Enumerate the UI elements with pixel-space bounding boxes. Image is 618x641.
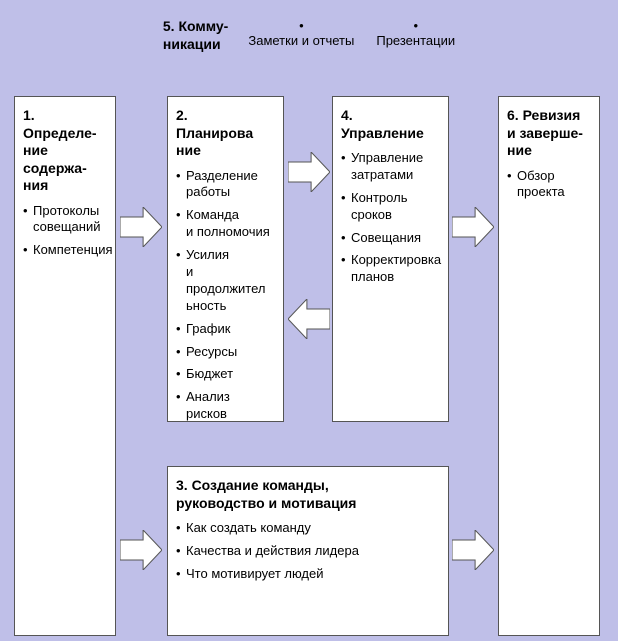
list-item: Что мотивирует людей — [176, 566, 440, 583]
list-item: Команда и полномочия — [176, 207, 275, 241]
top-title: 5. Комму- никации — [163, 18, 228, 53]
top-bullet-presentations: Презентации — [376, 18, 455, 50]
box-items: Обзор проекта — [507, 168, 591, 202]
list-item: Управление затратами — [341, 150, 440, 184]
box-revision: 6. Ревизия и заверше- ние Обзор проекта — [498, 96, 600, 636]
box-team-building: 3. Создание команды, руководство и мотив… — [167, 466, 449, 636]
box-items: Протоколы совещаний Компетенция — [23, 203, 107, 260]
list-item: Качества и действия лидера — [176, 543, 440, 560]
arrow-box1-to-box2 — [120, 207, 162, 247]
list-item: Корректировка планов — [341, 252, 440, 286]
box-items: Как создать команду Качества и действия … — [176, 520, 440, 583]
box-title: 2. Планирова ние — [176, 107, 275, 160]
top-row: 5. Комму- никации Заметки и отчеты Презе… — [0, 18, 618, 53]
box-content-definition: 1. Определе- ние содержа- ния Протоколы … — [14, 96, 116, 636]
list-item: Компетенция — [23, 242, 107, 259]
list-item: Анализ рисков — [176, 389, 275, 423]
arrow-box4-to-box6 — [452, 207, 494, 247]
list-item: Обзор проекта — [507, 168, 591, 202]
box-title: 4. Управление — [341, 107, 440, 142]
box-management: 4. Управление Управление затратами Контр… — [332, 96, 449, 422]
list-item: Разделение работы — [176, 168, 275, 202]
arrow-box4-to-box2 — [288, 299, 330, 339]
top-bullets: Заметки и отчеты Презентации — [248, 18, 455, 50]
list-item: Бюджет — [176, 366, 275, 383]
box-planning: 2. Планирова ние Разделение работы Коман… — [167, 96, 284, 422]
arrow-box1-to-box3 — [120, 530, 162, 570]
box-title: 1. Определе- ние содержа- ния — [23, 107, 107, 195]
list-item: Ресурсы — [176, 344, 275, 361]
box-title: 6. Ревизия и заверше- ние — [507, 107, 591, 160]
list-item: Контроль сроков — [341, 190, 440, 224]
arrow-box3-to-box6 — [452, 530, 494, 570]
box-items: Управление затратами Контроль сроков Сов… — [341, 150, 440, 286]
list-item: График — [176, 321, 275, 338]
list-item: Протоколы совещаний — [23, 203, 107, 237]
list-item: Усилия и продолжител ьность — [176, 247, 275, 315]
arrow-box2-to-box4 — [288, 152, 330, 192]
box-title: 3. Создание команды, руководство и мотив… — [176, 477, 440, 512]
box-items: Разделение работы Команда и полномочия У… — [176, 168, 275, 424]
top-bullet-notes: Заметки и отчеты — [248, 18, 354, 50]
list-item: Совещания — [341, 230, 440, 247]
list-item: Как создать команду — [176, 520, 440, 537]
